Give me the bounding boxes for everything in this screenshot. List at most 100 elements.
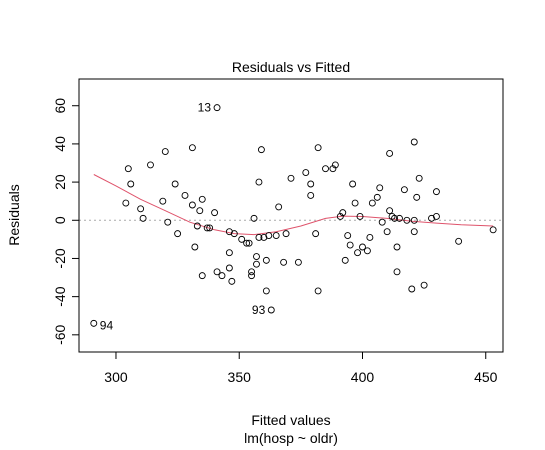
data-point <box>341 256 349 264</box>
data-point <box>339 209 347 217</box>
point-label-93: 93 <box>252 303 266 317</box>
data-point <box>294 258 302 266</box>
data-point <box>213 104 221 112</box>
data-point <box>257 146 265 154</box>
data-point <box>312 230 320 238</box>
data-point <box>432 213 440 220</box>
data-point <box>193 222 201 230</box>
x-axis-label: Fitted values <box>251 412 330 428</box>
data-point <box>122 199 130 207</box>
data-point <box>248 268 256 276</box>
data-point <box>359 243 366 251</box>
data-point <box>420 281 428 289</box>
data-point <box>164 218 172 226</box>
data-point <box>198 272 206 280</box>
data-point <box>225 264 233 272</box>
data-point <box>489 226 497 234</box>
data-point <box>383 228 391 236</box>
data-point <box>248 272 256 280</box>
x-tick-label: 400 <box>351 369 375 385</box>
y-axis-label: Residuals <box>6 184 22 245</box>
data-point <box>396 214 403 222</box>
data-point <box>196 207 204 215</box>
data-point <box>174 230 182 238</box>
data-point <box>203 224 211 232</box>
data-point <box>272 232 280 239</box>
y-tick-label: 40 <box>52 136 68 152</box>
data-point <box>198 195 206 203</box>
data-point <box>329 165 337 173</box>
y-tick-label: 20 <box>52 174 68 190</box>
data-point <box>137 205 145 213</box>
data-point <box>368 199 376 207</box>
data-point <box>314 287 322 295</box>
data-point <box>432 188 440 196</box>
point-label-94: 94 <box>100 318 114 332</box>
data-point <box>386 207 394 215</box>
data-point <box>188 144 196 152</box>
data-point <box>376 184 384 192</box>
data-point <box>356 213 364 220</box>
data-point <box>302 169 310 176</box>
point-label-13: 13 <box>198 101 212 115</box>
data-point <box>161 148 169 155</box>
data-point <box>124 165 132 173</box>
data-point <box>363 247 371 255</box>
smooth-line <box>93 174 494 236</box>
data-point <box>322 165 329 173</box>
data-point <box>410 228 418 236</box>
data-point <box>344 232 352 239</box>
data-point <box>211 209 219 217</box>
data-point <box>403 216 411 224</box>
data-point <box>228 277 236 285</box>
data-point <box>393 268 401 276</box>
chart-subtitle: lm(hosp ~ oldr) <box>244 430 338 446</box>
y-tick-label: -60 <box>52 324 68 344</box>
data-point <box>218 272 226 280</box>
data-point <box>265 232 273 239</box>
y-tick-label: 60 <box>52 98 68 114</box>
data-point <box>191 243 199 251</box>
data-point <box>262 287 270 295</box>
data-point <box>213 268 221 276</box>
y-tick-label: 0 <box>52 216 68 224</box>
data-point <box>243 239 251 247</box>
data-point <box>408 285 416 293</box>
data-point <box>238 235 246 243</box>
data-point <box>410 216 418 224</box>
data-point <box>282 230 290 238</box>
data-point <box>250 214 258 222</box>
data-point <box>400 186 408 194</box>
data-point <box>455 237 463 245</box>
data-point <box>255 234 263 241</box>
data-point <box>391 214 398 222</box>
data-point <box>139 214 147 222</box>
data-point <box>354 249 362 257</box>
chart-title: Residuals vs Fitted <box>232 59 350 75</box>
x-tick-label: 450 <box>474 369 498 385</box>
data-point <box>346 241 354 249</box>
data-point <box>267 306 275 314</box>
y-tick-label: -40 <box>52 286 68 306</box>
y-tick-label: -20 <box>52 248 68 268</box>
data-point <box>386 150 394 157</box>
data-point <box>287 174 295 182</box>
data-point <box>127 180 135 188</box>
data-point <box>206 224 214 232</box>
data-point <box>188 201 196 209</box>
data-point <box>393 243 401 251</box>
data-point <box>307 180 315 188</box>
x-tick-label: 300 <box>104 369 128 385</box>
data-point <box>262 256 270 264</box>
data-point <box>159 197 167 205</box>
data-point <box>280 258 288 266</box>
data-point <box>275 203 283 211</box>
data-point <box>230 230 238 238</box>
data-point <box>415 174 423 182</box>
x-tick-label: 350 <box>228 369 252 385</box>
data-point <box>181 192 189 199</box>
data-point <box>90 319 98 327</box>
data-point <box>253 260 260 268</box>
